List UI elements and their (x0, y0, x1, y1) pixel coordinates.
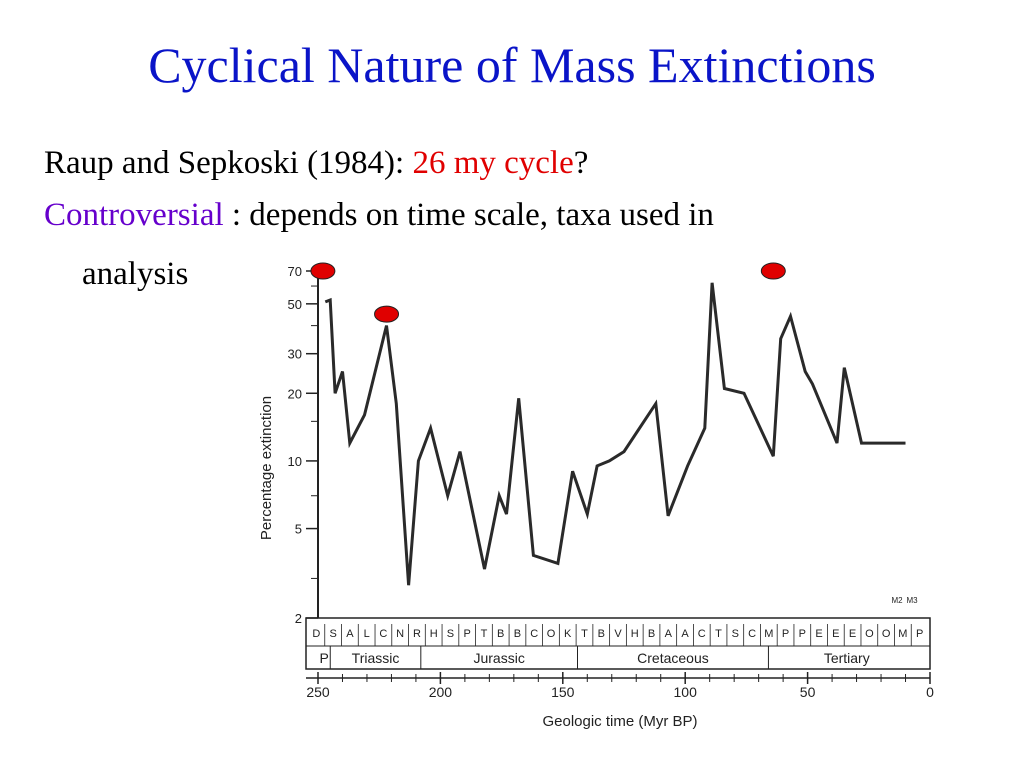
peak-marker (760, 262, 786, 280)
period-label: P (319, 650, 328, 666)
stage-label: P (799, 628, 806, 640)
stage-label: C (748, 628, 756, 640)
bullet-raup-sepkoski: Raup and Sepkoski (1984): 26 my cycle? (44, 147, 588, 180)
stage-label: D (312, 628, 320, 640)
slide-title: Cyclical Nature of Mass Extinctions (148, 37, 876, 93)
small-stage-label: M2 (891, 596, 903, 605)
stage-label: V (614, 628, 622, 640)
bullet-1-suffix: ? (573, 145, 589, 181)
y-tick-label: 10 (288, 454, 302, 469)
x-tick-label: 150 (551, 684, 575, 700)
stage-label: B (514, 628, 521, 640)
chart-axes: 70 50 30 20 10 5 2 (288, 264, 319, 626)
stage-label: R (413, 628, 421, 640)
stage-label: H (631, 628, 639, 640)
bullet-3-text: analysis (82, 256, 189, 292)
stage-label: C (379, 628, 387, 640)
stage-label: C (530, 628, 538, 640)
x-tick-label: 0 (926, 684, 934, 700)
stage-label: T (715, 628, 722, 640)
bullet-continuation: analysis (82, 258, 188, 291)
y-tick-label: 20 (288, 386, 302, 401)
extinction-series (324, 282, 906, 586)
period-label: Triassic (352, 650, 400, 666)
x-tick-label: 100 (674, 684, 698, 700)
stage-label: S (329, 628, 336, 640)
timescale-box (305, 617, 931, 670)
stage-label: O (865, 628, 874, 640)
cycle-highlight: 26 my cycle (412, 145, 574, 181)
stage-label: P (916, 628, 923, 640)
period-label: Tertiary (824, 650, 870, 666)
x-tick-label: 200 (429, 684, 453, 700)
x-tick-label: 250 (306, 684, 330, 700)
y-tick-label: 5 (295, 522, 302, 537)
stage-label: A (681, 628, 689, 640)
stage-label: P (782, 628, 789, 640)
y-tick-label: 50 (288, 297, 302, 312)
stage-label: B (648, 628, 655, 640)
y-tick-label: 2 (295, 611, 302, 626)
y-tick-label: 70 (288, 264, 302, 279)
stage-label: M (764, 628, 773, 640)
bullet-1-prefix: Raup and Sepkoski (1984): (44, 145, 413, 181)
stage-label: O (882, 628, 891, 640)
bullet-controversial: Controversial : depends on time scale, t… (44, 199, 714, 232)
x-axis-label: Geologic time (Myr BP) (542, 713, 697, 730)
period-label: Cretaceous (637, 650, 709, 666)
stage-label: L (364, 628, 370, 640)
geologic-timescale: D S A L C N R H S P T B B C O K T B V H B A A C T S C M P P E E E O O M PM2 M… (305, 596, 934, 700)
period-label: Jurassic (473, 650, 524, 666)
peak-marker (374, 305, 400, 323)
bullet-2-rest: : depends on time scale, taxa used in (223, 197, 714, 233)
stage-label: E (815, 628, 822, 640)
stage-label: O (547, 628, 556, 640)
stage-label: M (898, 628, 907, 640)
stage-label: B (497, 628, 504, 640)
stage-label: S (732, 628, 739, 640)
stage-label: H (430, 628, 438, 640)
stage-label: C (698, 628, 706, 640)
stage-label: P (464, 628, 471, 640)
stage-label: N (396, 628, 404, 640)
stage-label: A (346, 628, 354, 640)
controversial-highlight: Controversial (44, 197, 224, 233)
x-tick-label: 50 (800, 684, 816, 700)
stage-label: E (849, 628, 856, 640)
stage-label: T (581, 628, 588, 640)
small-stage-label: M3 (906, 596, 918, 605)
stage-label: K (564, 628, 572, 640)
y-tick-label: 30 (288, 347, 302, 362)
stage-label: B (598, 628, 605, 640)
stage-label: T (481, 628, 488, 640)
peak-markers (310, 262, 786, 323)
stage-label: A (665, 628, 673, 640)
stage-label: E (832, 628, 839, 640)
stage-label: S (447, 628, 454, 640)
peak-marker (310, 262, 336, 280)
y-axis-label: Percentage extinction (258, 396, 275, 540)
extinction-line (324, 282, 906, 586)
